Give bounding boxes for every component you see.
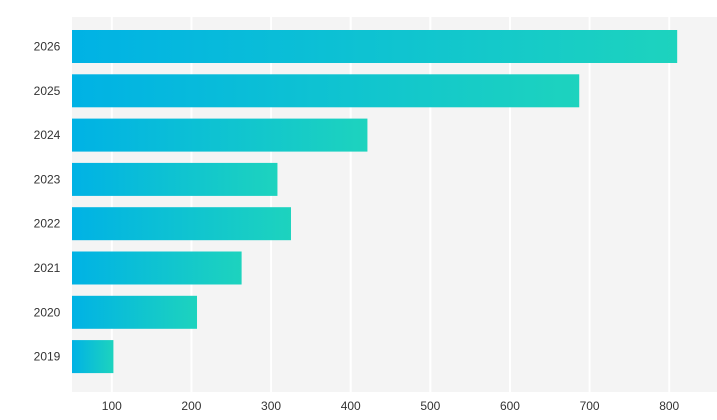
y-tick-label: 2022	[34, 217, 61, 231]
y-axis-labels: 2026 2025 2024 2023 2022 2021 2020 2019	[34, 40, 61, 364]
bar-2022	[72, 207, 291, 241]
bar-2026	[72, 30, 678, 63]
x-tick-label: 100	[102, 399, 122, 413]
bar-2023	[72, 162, 278, 196]
bar-2019	[72, 340, 114, 374]
y-tick-label: 2019	[34, 350, 61, 364]
x-axis-labels: 100 200 300 400 500 600 700 800	[102, 399, 680, 413]
x-tick-label: 700	[580, 399, 600, 413]
y-tick-label: 2025	[34, 84, 61, 98]
bars	[72, 30, 678, 374]
y-tick-label: 2021	[34, 261, 61, 275]
y-tick-label: 2024	[34, 128, 61, 142]
x-tick-label: 400	[341, 399, 361, 413]
bar-2025	[72, 74, 580, 108]
plot-area	[72, 17, 717, 392]
x-tick-label: 800	[659, 399, 679, 413]
x-tick-label: 500	[420, 399, 440, 413]
y-tick-label: 2020	[34, 305, 61, 319]
x-tick-label: 600	[500, 399, 520, 413]
x-tick-label: 300	[261, 399, 281, 413]
y-tick-label: 2026	[34, 40, 61, 54]
y-tick-label: 2023	[34, 172, 61, 186]
bar-2024	[72, 118, 368, 152]
bar-2020	[72, 295, 198, 329]
x-tick-label: 200	[181, 399, 201, 413]
bar-2021	[72, 251, 242, 285]
